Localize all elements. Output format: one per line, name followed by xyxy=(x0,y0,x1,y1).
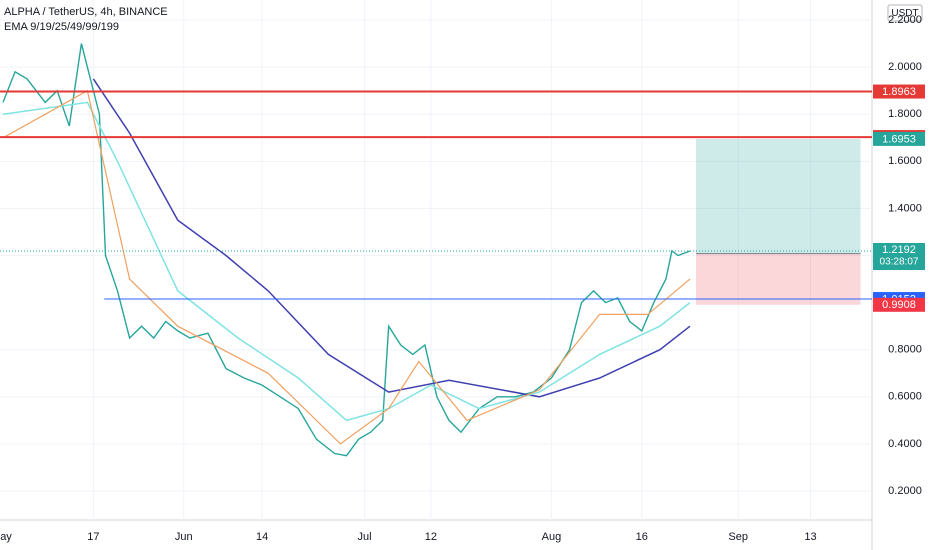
level-tag xyxy=(873,84,925,99)
price-line xyxy=(2,43,691,457)
last-price-tag xyxy=(873,243,925,271)
x-tick-label: 16 xyxy=(636,531,648,543)
y-tick-label: 1.4000 xyxy=(888,202,922,214)
y-tick-label: 0.2000 xyxy=(888,485,922,497)
x-tick-label: 13 xyxy=(804,531,816,543)
y-tick-label: 1.6000 xyxy=(888,155,922,167)
stop-zone xyxy=(696,253,861,305)
last-price-label: 1.2192 xyxy=(882,244,916,256)
x-tick-label: Aug xyxy=(542,531,562,543)
x-tick-label: Jun xyxy=(175,531,193,543)
plot xyxy=(0,0,872,520)
chart-title: ALPHA / TetherUS, 4h, BINANCE xyxy=(4,6,168,18)
stop-label: 0.9908 xyxy=(882,299,916,311)
indicator-label: EMA 9/19/25/49/99/199 xyxy=(4,21,119,33)
y-tick-label: 0.4000 xyxy=(888,438,922,450)
price-line xyxy=(92,78,691,398)
x-tick-label: 14 xyxy=(256,531,268,543)
x-tick-label: Sep xyxy=(728,531,748,543)
countdown-label: 03:28:07 xyxy=(880,257,919,268)
level-label: 1.8963 xyxy=(882,86,916,98)
target-tag xyxy=(873,131,925,146)
x-tick-label: Jul xyxy=(358,531,372,543)
x-tick-label: ay xyxy=(0,531,12,543)
y-tick-label: 0.8000 xyxy=(888,344,922,356)
price-line xyxy=(2,89,691,445)
price-line xyxy=(2,101,691,422)
x-tick-label: 12 xyxy=(425,531,437,543)
target-label: 1.6953 xyxy=(882,133,916,145)
currency-box[interactable] xyxy=(887,4,923,22)
stop-tag xyxy=(873,297,925,312)
x-tick-label: 17 xyxy=(87,531,99,543)
y-tick-label: 2.2000 xyxy=(888,14,922,26)
target-zone xyxy=(696,138,861,254)
y-tick-label: 2.0000 xyxy=(888,61,922,73)
currency[interactable]: USDT xyxy=(891,8,918,19)
y-tick-label: 1.8000 xyxy=(888,108,922,120)
y-tick-label: 0.6000 xyxy=(888,391,922,403)
